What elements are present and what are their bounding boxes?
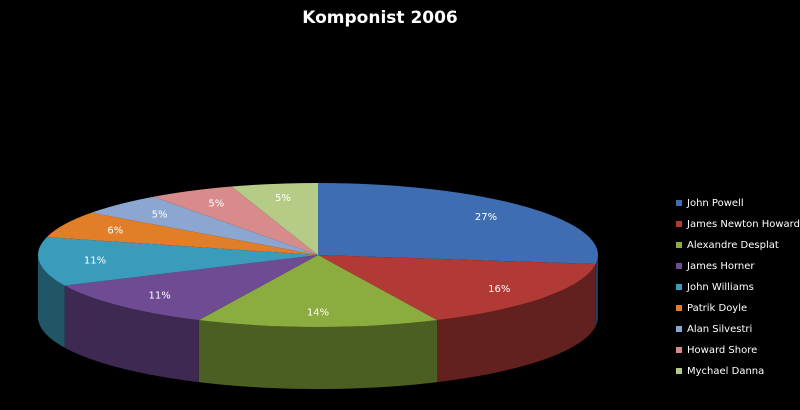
legend-label: John Williams xyxy=(686,282,754,293)
slice xyxy=(318,255,596,321)
legend-swatch xyxy=(676,326,682,332)
slice xyxy=(198,255,438,327)
legend-swatch xyxy=(676,221,682,227)
data-label: 5% xyxy=(152,209,168,220)
legend-label: Patrik Doyle xyxy=(687,303,747,314)
slice-side xyxy=(198,320,438,389)
slice xyxy=(46,212,318,255)
slice xyxy=(231,183,318,255)
legend-swatch xyxy=(676,284,682,290)
legend-label: James Horner xyxy=(686,261,755,272)
legend-swatch xyxy=(676,347,682,353)
legend-swatch xyxy=(676,368,682,374)
data-label: 14% xyxy=(307,308,329,319)
data-label: 11% xyxy=(84,255,106,266)
legend-swatch xyxy=(676,263,682,269)
data-label: 5% xyxy=(275,193,291,204)
data-label: 27% xyxy=(475,212,497,223)
legend-label: Alan Silvestri xyxy=(687,324,752,335)
legend-swatch xyxy=(676,305,682,311)
slice xyxy=(38,237,319,286)
data-label: 5% xyxy=(208,199,224,210)
legend-swatch xyxy=(676,242,682,248)
legend-label: Howard Shore xyxy=(687,345,757,356)
slice-side xyxy=(38,255,65,348)
legend-swatch xyxy=(676,200,682,206)
slice-side xyxy=(595,255,598,327)
data-label: 16% xyxy=(488,284,510,295)
legend-label: Alexandre Desplat xyxy=(687,240,779,251)
legend-label: James Newton Howard xyxy=(686,219,800,230)
legend-label: John Powell xyxy=(686,198,744,209)
chart-title: Komponist 2006 xyxy=(302,8,458,28)
data-label: 6% xyxy=(107,225,123,236)
legend-label: Mychael Danna xyxy=(687,366,764,377)
slice-side xyxy=(64,285,199,383)
slice xyxy=(153,186,318,255)
data-label: 11% xyxy=(148,291,170,302)
slice xyxy=(318,183,598,265)
slice xyxy=(91,196,318,255)
slice-side xyxy=(437,264,596,383)
slice xyxy=(64,255,318,321)
